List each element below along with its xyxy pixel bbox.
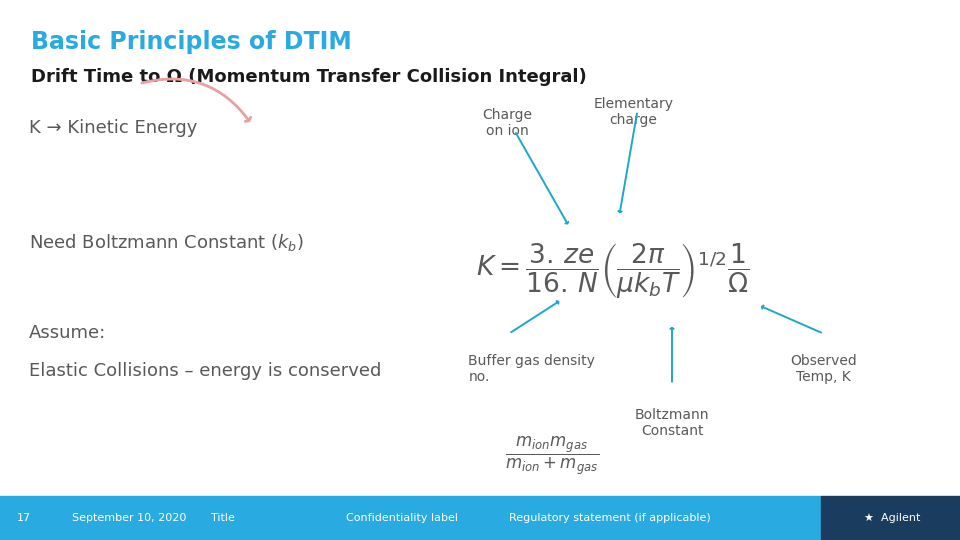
Bar: [821, 496, 960, 540]
Text: Elementary
charge: Elementary charge: [593, 97, 674, 127]
Text: ★  Agilent: ★ Agilent: [864, 513, 921, 523]
Text: Assume:: Assume:: [29, 324, 106, 342]
Text: K → Kinetic Energy: K → Kinetic Energy: [29, 119, 197, 137]
Text: $\dfrac{m_{ion}m_{gas}}{m_{ion}+m_{gas}}$: $\dfrac{m_{ion}m_{gas}}{m_{ion}+m_{gas}}…: [505, 435, 599, 477]
Text: Basic Principles of DTIM: Basic Principles of DTIM: [31, 30, 351, 53]
Text: Buffer gas density
no.: Buffer gas density no.: [468, 354, 595, 384]
Text: September 10, 2020: September 10, 2020: [72, 513, 186, 523]
Text: $K = \dfrac{3.\, ze}{16.\, N} \left(\dfrac{2\pi}{\mu k_b T}\right)^{1/2} \dfrac{: $K = \dfrac{3.\, ze}{16.\, N} \left(\dfr…: [476, 240, 749, 300]
Text: Observed
Temp, K: Observed Temp, K: [790, 354, 857, 384]
Text: Drift Time to Ω (Momentum Transfer Collision Integral): Drift Time to Ω (Momentum Transfer Colli…: [31, 68, 587, 85]
Text: Confidentiality label: Confidentiality label: [346, 513, 458, 523]
Text: Elastic Collisions – energy is conserved: Elastic Collisions – energy is conserved: [29, 362, 381, 380]
Text: Need Boltzmann Constant $(k_b)$: Need Boltzmann Constant $(k_b)$: [29, 232, 303, 253]
Bar: [0, 496, 821, 540]
Text: Regulatory statement (if applicable): Regulatory statement (if applicable): [509, 513, 710, 523]
Text: Boltzmann
Constant: Boltzmann Constant: [635, 408, 709, 438]
Text: Title: Title: [211, 513, 235, 523]
Text: 17: 17: [17, 513, 32, 523]
Text: Charge
on ion: Charge on ion: [482, 108, 532, 138]
